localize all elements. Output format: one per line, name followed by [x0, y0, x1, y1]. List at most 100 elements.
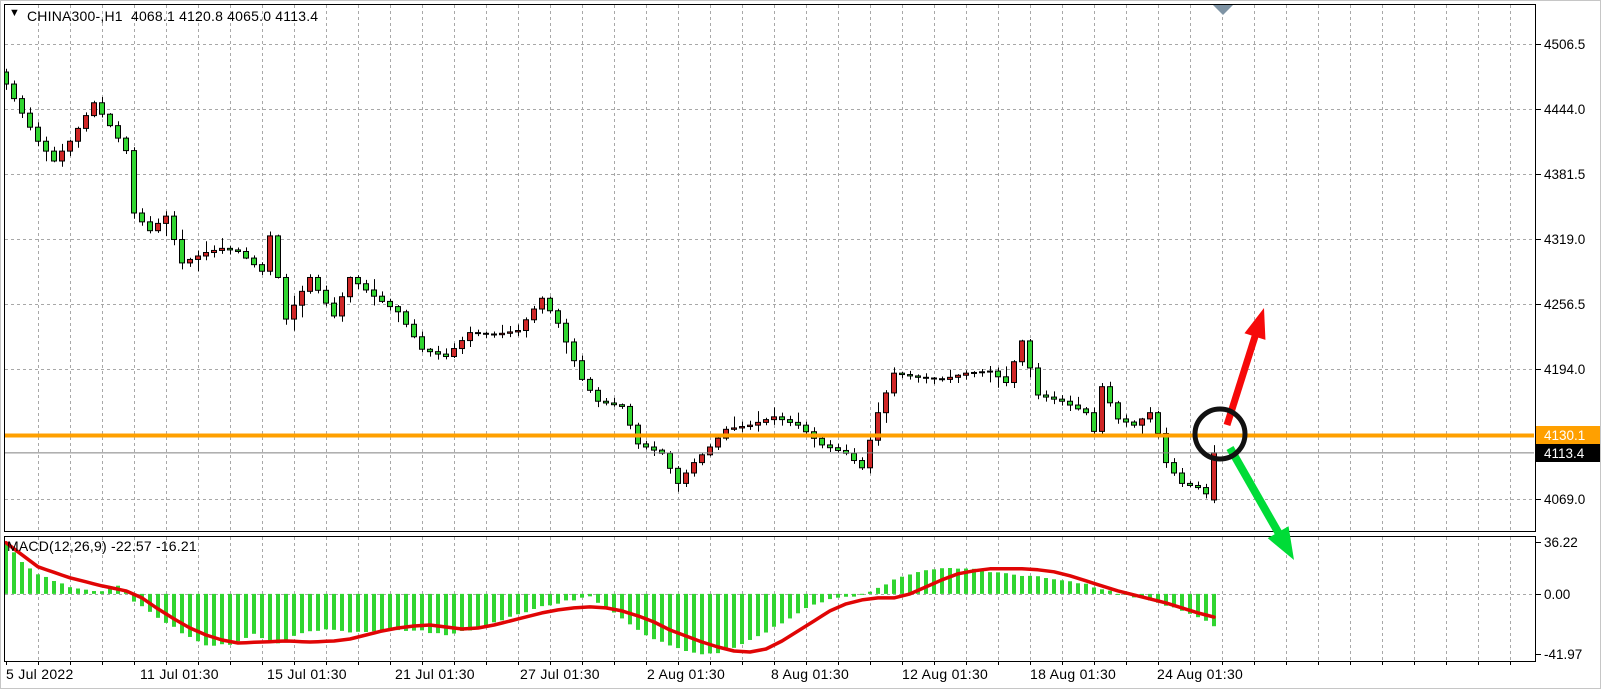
candle-body: [611, 402, 617, 406]
macd-histogram-bar: [1060, 580, 1064, 594]
macd-histogram-bar: [212, 593, 216, 646]
green-down-arrow-shaft: [1226, 446, 1284, 538]
green-down-arrow[interactable]: [1226, 446, 1294, 560]
macd-histogram-bar: [1052, 579, 1056, 594]
macd-histogram-bar: [84, 589, 88, 594]
macd-histogram-bar: [780, 593, 784, 624]
macd-histogram-bar: [308, 593, 312, 632]
macd-histogram-bar: [412, 593, 416, 631]
macd-histogram-bar: [660, 593, 664, 642]
time-axis-label: 21 Jul 01:30: [395, 666, 475, 682]
macd-histogram-bar: [740, 593, 744, 645]
candle-body: [227, 247, 233, 251]
macd-histogram-bar: [292, 593, 296, 636]
macd-histogram-bar: [452, 593, 456, 634]
macd-histogram-bar: [468, 593, 472, 631]
candle-body: [195, 255, 201, 260]
price-axis-label: 4381.5: [1544, 167, 1585, 182]
macd-histogram-bar: [164, 593, 168, 623]
candle-body: [779, 416, 785, 421]
macd-histogram-bar: [92, 591, 96, 594]
macd-histogram-bar: [604, 593, 608, 608]
candle-body: [499, 332, 505, 336]
candle-body: [931, 377, 937, 380]
candle-body: [915, 375, 921, 378]
candle-body: [115, 125, 121, 139]
macd-histogram-bar: [684, 593, 688, 652]
candle-body: [331, 302, 337, 317]
candle-body: [939, 378, 945, 381]
macd-main-value: -22.57: [110, 538, 152, 554]
candle-body: [43, 140, 49, 152]
price-axis[interactable]: 4506.5 4444.0 4381.5 4319.0 4256.5 4194.0 4069…: [1535, 37, 1601, 662]
candle-body: [107, 113, 113, 127]
macd-histogram-bar: [772, 593, 776, 627]
candle-body: [1075, 404, 1081, 410]
candle-body: [963, 372, 969, 376]
macd-histogram-bar: [268, 593, 272, 641]
candle-body: [435, 351, 441, 355]
red-up-arrow-head: [1244, 308, 1266, 340]
candle-body: [859, 460, 865, 469]
macd-histogram-bar: [1204, 593, 1208, 621]
candle-body: [99, 102, 105, 115]
price-level-label: 4130.1: [1544, 428, 1585, 443]
candle-body: [371, 289, 377, 297]
macd-histogram-bar: [948, 568, 952, 594]
macd-histogram-bar: [236, 593, 240, 642]
candle-body: [707, 446, 713, 456]
macd-histogram-bar: [244, 593, 248, 638]
macd-histogram-bar: [708, 593, 712, 654]
candle-body: [147, 221, 153, 232]
macd-histogram-bar: [668, 593, 672, 646]
macd-histogram-bar: [764, 593, 768, 633]
macd-histogram-bar: [180, 593, 184, 634]
candle-body: [155, 222, 161, 232]
macd-histogram-bar: [428, 593, 432, 634]
candle-body: [1099, 386, 1105, 432]
macd-histogram-bar: [300, 593, 304, 634]
candle-body: [459, 340, 465, 350]
macd-histogram-bar: [1028, 575, 1032, 594]
candle-body: [491, 333, 497, 336]
macd-histogram-bar: [900, 576, 904, 594]
candle-body: [899, 372, 905, 376]
symbol-label: CHINA300-,H1: [27, 8, 123, 24]
macd-histogram-bar: [460, 593, 464, 631]
macd-histogram-bar: [980, 570, 984, 594]
candle-body: [691, 462, 697, 474]
macd-histogram-bar: [444, 593, 448, 636]
macd-histogram-bar: [132, 593, 136, 602]
time-axis[interactable]: 5 Jul 2022 11 Jul 01:30 15 Jul 01:30 21 Jul…: [6, 661, 1511, 682]
macd-histogram-bar: [20, 562, 24, 594]
highlight-circle[interactable]: [1192, 406, 1248, 462]
macd-histogram-bar: [956, 568, 960, 594]
candle-body: [1051, 396, 1057, 400]
candle-body: [1171, 462, 1177, 474]
candle-body: [219, 247, 225, 251]
candle-body: [1123, 418, 1129, 423]
candle-body: [651, 446, 657, 451]
macd-histogram-bar: [284, 593, 288, 641]
candle-body: [523, 319, 529, 332]
candle-body: [355, 276, 361, 285]
price-axis-label: 4069.0: [1544, 492, 1585, 507]
macd-histogram-bar: [884, 584, 888, 594]
macd-histogram-bar: [140, 593, 144, 607]
candle-body: [187, 258, 193, 264]
time-axis-label: 12 Aug 01:30: [902, 666, 988, 682]
macd-histogram-bar: [732, 593, 736, 648]
candle-body: [59, 150, 65, 162]
candle-body: [1107, 386, 1113, 404]
candle-body: [731, 427, 737, 430]
candle-body: [139, 212, 145, 223]
macd-histogram-bar: [108, 587, 112, 594]
candle-body: [379, 295, 385, 302]
macd-axis-label: 36.22: [1544, 535, 1578, 550]
macd-histogram-bar: [1172, 593, 1176, 608]
candle-body: [171, 215, 177, 241]
candle-body: [131, 150, 137, 214]
candle-body: [1147, 412, 1153, 420]
candle-body: [27, 112, 33, 128]
